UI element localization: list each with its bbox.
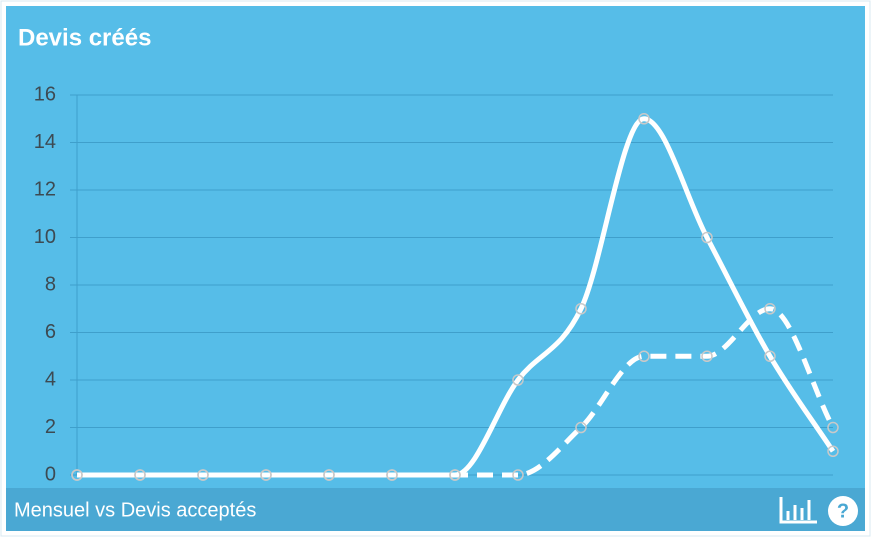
subtitle: Mensuel vs Devis acceptés bbox=[14, 499, 256, 521]
panel bbox=[6, 6, 865, 531]
y-tick-label: 2 bbox=[45, 416, 56, 438]
y-tick-label: 6 bbox=[45, 321, 56, 343]
point bbox=[386, 469, 398, 481]
y-tick-label: 0 bbox=[45, 463, 56, 485]
point bbox=[323, 469, 335, 481]
point bbox=[827, 445, 839, 457]
chart-icon[interactable] bbox=[779, 497, 817, 524]
chart-title: Devis créés bbox=[18, 24, 151, 51]
point bbox=[449, 469, 461, 481]
y-tick-label: 12 bbox=[34, 178, 56, 200]
point bbox=[764, 350, 776, 362]
point bbox=[575, 421, 587, 434]
point bbox=[638, 113, 650, 125]
point bbox=[71, 469, 83, 481]
help-icon[interactable]: ? bbox=[828, 496, 858, 526]
line bbox=[76, 116, 836, 478]
y-tick-label: 16 bbox=[34, 83, 56, 105]
point bbox=[512, 469, 524, 481]
point bbox=[701, 231, 713, 244]
y-tick-label: 10 bbox=[34, 226, 56, 248]
point bbox=[260, 469, 272, 481]
y-tick-label: 8 bbox=[45, 273, 56, 295]
point bbox=[764, 303, 776, 315]
y-tick-label: 14 bbox=[34, 131, 56, 153]
footer bbox=[6, 488, 865, 531]
point bbox=[638, 350, 650, 362]
point bbox=[827, 421, 839, 434]
point bbox=[134, 469, 146, 481]
point bbox=[512, 374, 524, 386]
svg-text:?: ? bbox=[837, 500, 849, 522]
y-tick-label: 4 bbox=[45, 368, 56, 390]
point bbox=[575, 303, 587, 315]
point bbox=[701, 350, 713, 362]
point bbox=[197, 469, 209, 481]
